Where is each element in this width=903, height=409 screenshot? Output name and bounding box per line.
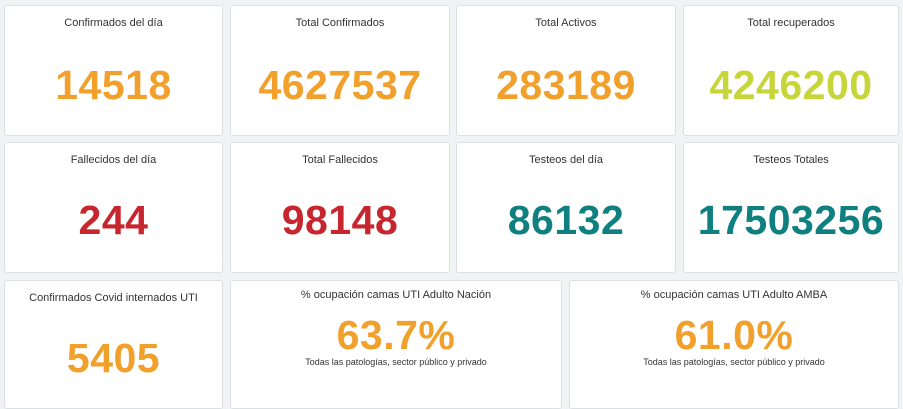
card-fallecidos-del-dia: Fallecidos del día 244	[4, 142, 223, 273]
card-title: Total Activos	[535, 17, 597, 29]
card-value: 98148	[281, 197, 399, 243]
card-title: % ocupación camas UTI Adulto AMBA	[640, 289, 828, 301]
card-total-activos: Total Activos 283189	[456, 5, 676, 136]
card-subtitle: Todas las patologías, sector público y p…	[305, 357, 487, 367]
card-value: 4246200	[709, 62, 873, 108]
card-title: Confirmados del día	[64, 17, 163, 29]
card-value: 63.7%	[336, 312, 456, 358]
card-title: Testeos Totales	[753, 154, 829, 166]
card-title: Testeos del día	[529, 154, 603, 166]
card-total-confirmados: Total Confirmados 4627537	[230, 5, 450, 136]
card-title: Total Fallecidos	[302, 154, 378, 166]
card-ocupacion-uti-amba: % ocupación camas UTI Adulto AMBA 61.0% …	[569, 280, 899, 409]
card-total-fallecidos: Total Fallecidos 98148	[230, 142, 450, 273]
card-total-recuperados: Total recuperados 4246200	[683, 5, 899, 136]
card-ocupacion-uti-nacion: % ocupación camas UTI Adulto Nación 63.7…	[230, 280, 562, 409]
card-title: Total Confirmados	[295, 17, 385, 29]
card-title: Confirmados Covid internados UTI	[29, 292, 198, 304]
card-title: Total recuperados	[747, 17, 835, 29]
card-value: 61.0%	[674, 312, 794, 358]
card-testeos-del-dia: Testeos del día 86132	[456, 142, 676, 273]
card-value: 14518	[55, 62, 172, 108]
card-value: 17503256	[697, 197, 885, 243]
card-value: 86132	[507, 197, 625, 243]
card-subtitle: Todas las patologías, sector público y p…	[643, 357, 825, 367]
card-testeos-totales: Testeos Totales 17503256	[683, 142, 899, 273]
card-confirmados-del-dia: Confirmados del día 14518	[4, 5, 223, 136]
card-title: Fallecidos del día	[70, 154, 157, 166]
card-value: 4627537	[258, 62, 422, 108]
card-title: % ocupación camas UTI Adulto Nación	[300, 289, 492, 301]
card-value: 5405	[66, 335, 161, 381]
card-value: 283189	[496, 62, 636, 108]
card-value: 244	[78, 197, 149, 243]
card-confirmados-covid-internados-uti: Confirmados Covid internados UTI 5405	[4, 280, 223, 409]
